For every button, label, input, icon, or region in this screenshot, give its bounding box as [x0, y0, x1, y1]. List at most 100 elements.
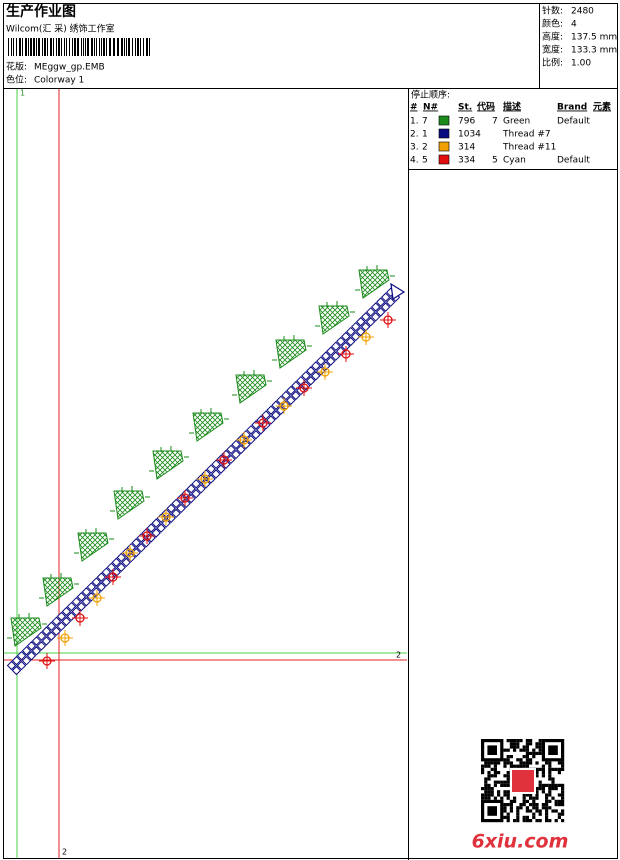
qr-cell	[525, 799, 529, 803]
bar	[19, 38, 21, 56]
guide-label: 2	[396, 651, 401, 660]
qr-cell	[506, 755, 510, 759]
qr-cell	[497, 780, 501, 784]
bar	[109, 38, 111, 56]
qr-cell	[535, 806, 539, 810]
qr-cell	[529, 803, 533, 807]
qr-cell	[554, 799, 558, 803]
motif-cross	[158, 509, 174, 525]
qr-cell	[551, 809, 555, 813]
qr-cell	[487, 783, 491, 787]
qr-cell	[548, 806, 552, 810]
qr-cell	[538, 767, 542, 771]
qr-cell	[529, 761, 533, 765]
qr-cell	[525, 819, 529, 823]
motif-cross	[358, 329, 374, 345]
bar	[94, 38, 95, 56]
qr-cell	[535, 767, 539, 771]
qr-cell	[535, 787, 539, 791]
qr-cell	[484, 761, 488, 765]
bar	[146, 38, 148, 56]
qr-cell	[506, 771, 510, 775]
bar	[106, 38, 107, 56]
qr-cell	[503, 748, 507, 752]
design-label: 花版:	[6, 61, 27, 73]
qr-cell	[506, 783, 510, 787]
info-label: 宽度:	[542, 44, 563, 56]
qr-cell	[535, 745, 539, 749]
qr-cell	[503, 783, 507, 787]
qr-cell	[532, 751, 536, 755]
cell-index: 2.	[410, 130, 419, 140]
qr-cell	[484, 764, 488, 768]
qr-cell	[493, 771, 497, 775]
bar	[135, 38, 136, 56]
bar	[126, 38, 127, 56]
qr-cell	[561, 812, 565, 816]
qr-cell	[557, 761, 561, 765]
qr-cell	[548, 799, 552, 803]
qr-cell	[548, 793, 552, 797]
qr-cell	[535, 774, 539, 778]
bar	[36, 38, 37, 56]
qr-cell	[481, 767, 485, 771]
qr-cell	[525, 809, 529, 813]
qr-cell	[516, 809, 520, 813]
qr-cell	[535, 793, 539, 797]
qr-cell	[490, 761, 494, 765]
qr-cell	[525, 815, 529, 819]
cell-stitches: 314	[458, 143, 475, 153]
motif-whiskers	[315, 301, 355, 327]
qr-cell	[545, 803, 549, 807]
qr-cell	[487, 787, 491, 791]
cell-index: 3.	[410, 143, 419, 153]
qr-cell	[557, 799, 561, 803]
guide-label: 1	[20, 89, 25, 98]
qr-cell	[545, 799, 549, 803]
bar	[101, 38, 102, 56]
qr-cell	[541, 767, 545, 771]
motif-cross	[296, 380, 312, 396]
bar	[96, 38, 97, 56]
qr-cell	[551, 796, 555, 800]
qr-cell	[522, 799, 526, 803]
qr-cell	[538, 780, 542, 784]
qr-cell	[525, 745, 529, 749]
qr-cell	[481, 771, 485, 775]
qr-cell	[509, 803, 513, 807]
qr-cell	[490, 787, 494, 791]
motif-cross	[89, 590, 105, 606]
qr-cell	[513, 745, 517, 749]
qr-cell	[516, 764, 520, 768]
motif-whiskers	[39, 573, 79, 599]
qr-cell	[522, 815, 526, 819]
qr-cell	[551, 777, 555, 781]
cell-n: 7	[422, 117, 428, 127]
cell-index: 4.	[410, 156, 419, 166]
qr-cell	[557, 803, 561, 807]
qr-cell	[503, 809, 507, 813]
bar	[42, 38, 43, 56]
qr-finder-dot	[548, 745, 558, 755]
bar	[143, 38, 144, 56]
color-swatch	[438, 115, 450, 126]
qr-cell	[545, 796, 549, 800]
qr-cell	[561, 767, 565, 771]
qr-cell	[545, 815, 549, 819]
bar	[53, 38, 54, 56]
qr-cell	[561, 793, 565, 797]
qr-cell	[535, 761, 539, 765]
qr-cell	[535, 771, 539, 775]
bar	[58, 38, 60, 56]
qr-finder-dot	[487, 745, 497, 755]
cell-n: 2	[422, 143, 428, 153]
bar	[8, 38, 9, 56]
qr-cell	[490, 774, 494, 778]
qr-cell	[551, 780, 555, 784]
qr-cell	[545, 806, 549, 810]
qr-cell	[525, 761, 529, 765]
qr-cell	[522, 761, 526, 765]
bar	[30, 38, 32, 56]
qr-cell	[561, 819, 565, 823]
